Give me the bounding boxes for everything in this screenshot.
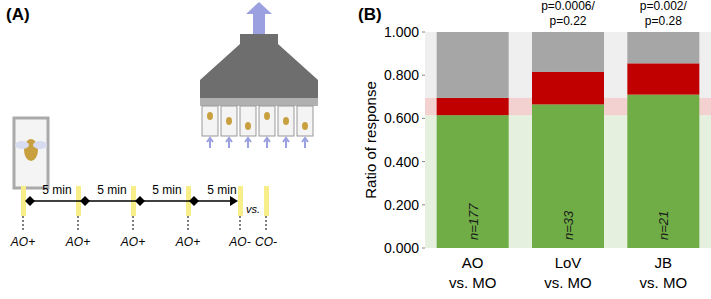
y-tick bbox=[422, 118, 425, 119]
bar-segment bbox=[627, 63, 699, 94]
fly bbox=[207, 112, 213, 120]
interval-label: 5 min bbox=[97, 183, 126, 197]
y-tick-label: 0.200 bbox=[384, 197, 419, 213]
tube bbox=[240, 106, 256, 136]
bar-segment bbox=[532, 104, 604, 248]
bar-segment bbox=[437, 32, 509, 98]
n-label: n=21 bbox=[656, 211, 671, 240]
wing bbox=[33, 141, 47, 149]
bar-segment bbox=[627, 95, 699, 248]
guide-line bbox=[78, 216, 79, 232]
tube bbox=[221, 106, 237, 136]
hood-rim bbox=[200, 98, 318, 106]
y-tick bbox=[422, 32, 425, 33]
interval-label: 5 min bbox=[42, 183, 71, 197]
fly bbox=[245, 122, 251, 130]
tube bbox=[259, 106, 275, 136]
wing bbox=[15, 141, 29, 149]
canvas: (A) 5 min 5 min 5 min 5 min AO+ AO+ AO+ AO+ AO- CO… bbox=[0, 0, 711, 299]
n-label: n=33 bbox=[561, 210, 576, 240]
p-value-label: p=0.002/ p=0.28 bbox=[613, 0, 711, 29]
y-tick-label: 1.000 bbox=[384, 24, 419, 40]
stimulus-label: AO+ bbox=[175, 235, 200, 249]
interval-marker bbox=[135, 196, 145, 206]
bars bbox=[437, 32, 700, 248]
inflow-arrow bbox=[264, 138, 270, 148]
y-tick-label: 0.800 bbox=[384, 67, 419, 83]
hood bbox=[200, 34, 318, 100]
inflow-arrow bbox=[283, 138, 289, 148]
inflow-arrow bbox=[207, 138, 213, 148]
apparatus bbox=[14, 2, 318, 232]
bar-segment bbox=[532, 72, 604, 104]
y-tick bbox=[422, 248, 425, 249]
bar-segment bbox=[437, 115, 509, 248]
stimulus-flash bbox=[238, 186, 243, 216]
guide-line bbox=[240, 216, 241, 232]
y-tick-label: 0.600 bbox=[384, 110, 419, 126]
stimulus-label: AO- bbox=[228, 235, 250, 249]
tube bbox=[278, 106, 294, 136]
bar-segment bbox=[532, 32, 604, 72]
y-axis-title: Ratio of response bbox=[362, 81, 379, 199]
stimulus-label: AO+ bbox=[65, 235, 90, 249]
interval-label: 5 min bbox=[152, 183, 181, 197]
bar-segment bbox=[437, 98, 509, 115]
stimulus-label: CO- bbox=[255, 235, 277, 249]
interval-marker bbox=[25, 196, 35, 206]
vial bbox=[14, 118, 48, 188]
panel-label: (B) bbox=[358, 5, 382, 24]
p-value-label: p=0.0006/ p=0.22 bbox=[518, 0, 618, 29]
stimulus-label: AO+ bbox=[10, 235, 35, 249]
interval-label: 5 min bbox=[207, 183, 236, 197]
timeline bbox=[28, 200, 230, 202]
comparison-label: vs. bbox=[246, 203, 260, 215]
inflow-arrow bbox=[302, 138, 308, 148]
guide-line bbox=[133, 216, 134, 232]
guide-line bbox=[188, 216, 189, 232]
y-tick bbox=[422, 75, 425, 76]
x-tick-label: LoV vs. MO bbox=[518, 253, 618, 293]
fly bbox=[283, 117, 289, 125]
inflow-arrow bbox=[226, 138, 232, 148]
n-label: n=177 bbox=[466, 203, 481, 240]
interval-marker bbox=[189, 196, 199, 206]
timeline-arrowhead bbox=[230, 196, 238, 206]
stimulus-label: AO+ bbox=[120, 235, 145, 249]
x-tick-label: AO vs. MO bbox=[423, 253, 523, 293]
panel-label: (A) bbox=[6, 5, 30, 24]
tube bbox=[297, 106, 313, 136]
y-tick-label: 0.000 bbox=[384, 240, 419, 256]
x-tick-label: JB vs. MO bbox=[613, 253, 711, 293]
inflow-arrow bbox=[245, 138, 251, 148]
fly bbox=[264, 112, 270, 120]
y-tick bbox=[422, 161, 425, 162]
fly bbox=[302, 122, 308, 130]
fly bbox=[226, 117, 232, 125]
y-tick bbox=[422, 204, 425, 205]
airflow-arrow bbox=[246, 2, 272, 34]
y-tick-label: 0.400 bbox=[384, 154, 419, 170]
guide-line bbox=[266, 216, 267, 232]
tube bbox=[202, 106, 218, 136]
guide-line bbox=[23, 216, 24, 232]
bar-segment bbox=[627, 32, 699, 63]
figure: (A) 5 min 5 min 5 min 5 min AO+ AO+ AO+ AO+ AO- CO… bbox=[0, 0, 711, 299]
reference-bands bbox=[425, 32, 711, 248]
stimulus-flash bbox=[264, 186, 269, 216]
interval-marker bbox=[80, 196, 90, 206]
